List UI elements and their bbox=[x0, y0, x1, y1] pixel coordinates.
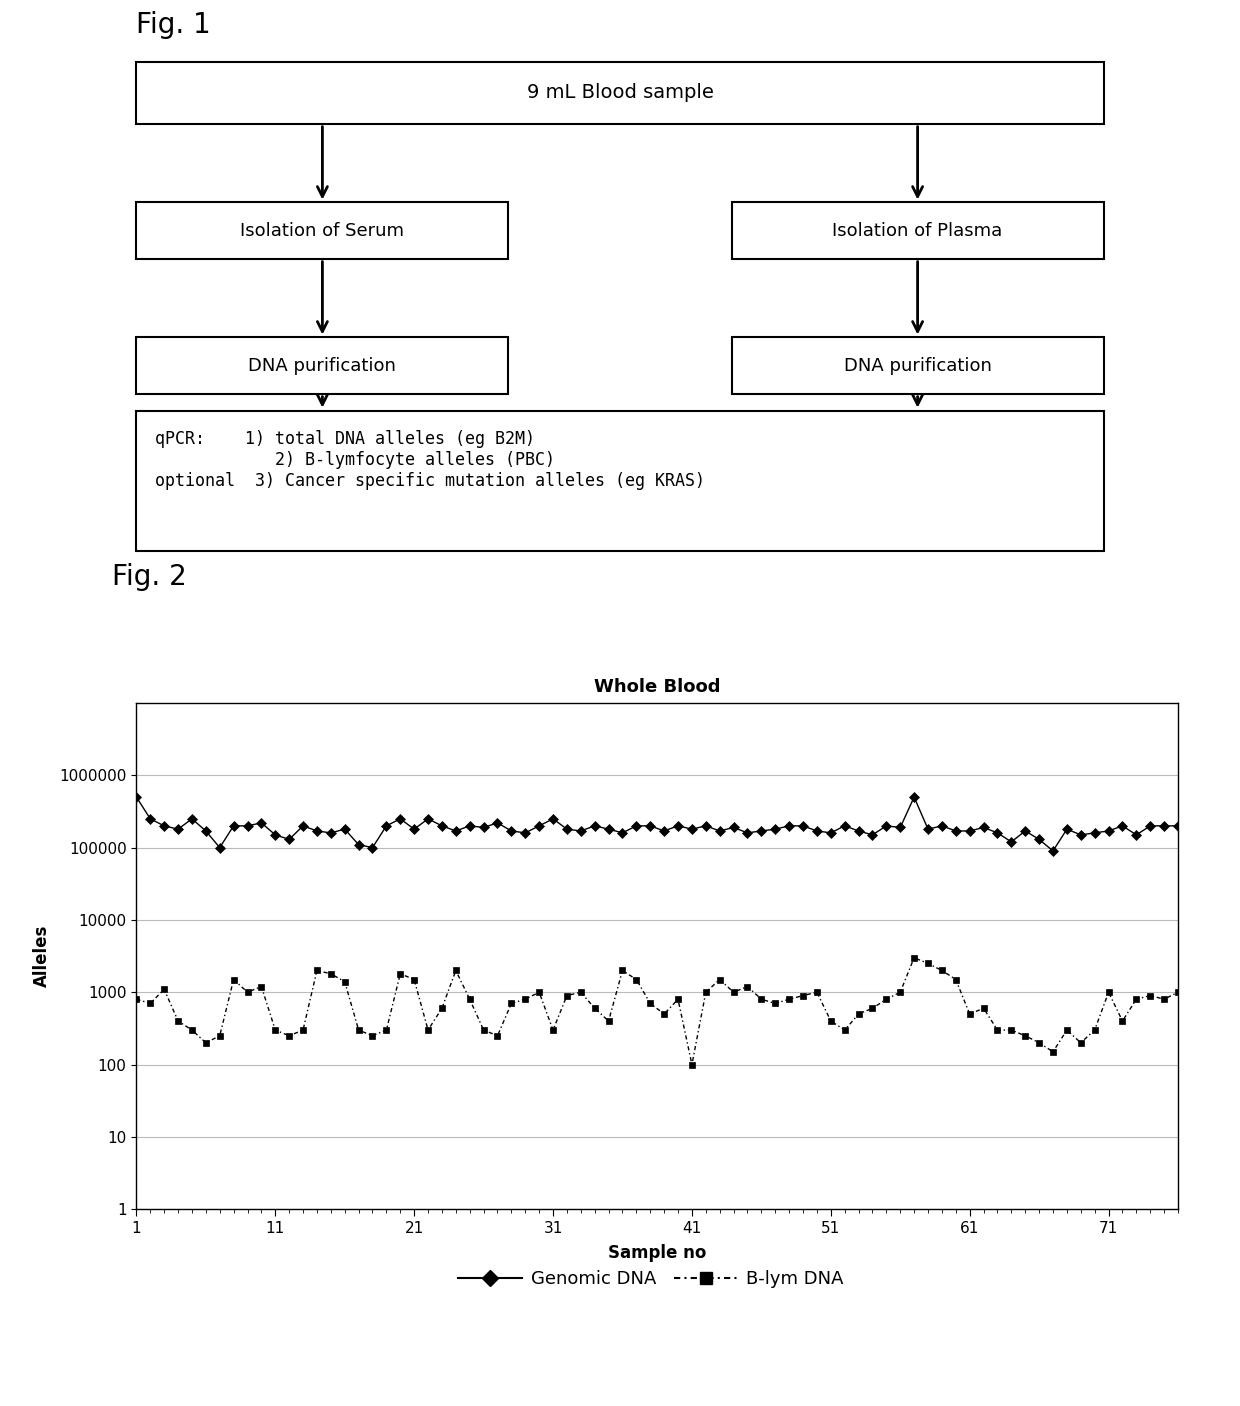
Title: Whole Blood: Whole Blood bbox=[594, 678, 720, 696]
B-lym DNA bbox=[490, 1028, 505, 1045]
Genomic DNA bbox=[490, 814, 505, 831]
Text: Isolation of Serum: Isolation of Serum bbox=[241, 222, 404, 239]
Genomic DNA bbox=[1171, 817, 1185, 834]
B-lym DNA bbox=[837, 1022, 852, 1039]
Bar bbox=[136, 202, 508, 259]
Text: DNA purification: DNA purification bbox=[248, 357, 397, 374]
Bar bbox=[732, 202, 1104, 259]
Bar bbox=[136, 411, 1104, 551]
Legend: Genomic DNA, B-lym DNA: Genomic DNA, B-lym DNA bbox=[459, 1271, 843, 1288]
Genomic DNA bbox=[796, 817, 811, 834]
Genomic DNA bbox=[129, 789, 144, 806]
B-lym DNA bbox=[810, 984, 825, 1001]
B-lym DNA bbox=[671, 991, 686, 1008]
Bar bbox=[732, 337, 1104, 394]
Genomic DNA bbox=[962, 823, 977, 839]
Bar bbox=[136, 62, 1104, 124]
Line: B-lym DNA: B-lym DNA bbox=[133, 955, 1182, 1069]
Text: Fig. 1: Fig. 1 bbox=[136, 11, 211, 39]
Text: Isolation of Plasma: Isolation of Plasma bbox=[832, 222, 1003, 239]
B-lym DNA bbox=[1171, 984, 1185, 1001]
Genomic DNA bbox=[226, 817, 241, 834]
Y-axis label: Alleles: Alleles bbox=[33, 925, 51, 987]
B-lym DNA bbox=[226, 972, 241, 988]
Text: 9 mL Blood sample: 9 mL Blood sample bbox=[527, 83, 713, 103]
Genomic DNA bbox=[671, 817, 686, 834]
Bar bbox=[136, 337, 508, 394]
Genomic DNA bbox=[1045, 842, 1060, 859]
X-axis label: Sample no: Sample no bbox=[608, 1244, 707, 1263]
Text: Fig. 2: Fig. 2 bbox=[112, 562, 186, 591]
B-lym DNA bbox=[129, 991, 144, 1008]
Line: Genomic DNA: Genomic DNA bbox=[133, 793, 1182, 855]
B-lym DNA bbox=[990, 1022, 1004, 1039]
Genomic DNA bbox=[823, 824, 838, 841]
Text: qPCR:    1) total DNA alleles (eg B2M)
            2) B-lymfocyte alleles (PBC)
: qPCR: 1) total DNA alleles (eg B2M) 2) B… bbox=[155, 430, 706, 489]
B-lym DNA bbox=[684, 1056, 699, 1073]
Text: DNA purification: DNA purification bbox=[843, 357, 992, 374]
B-lym DNA bbox=[906, 949, 921, 966]
